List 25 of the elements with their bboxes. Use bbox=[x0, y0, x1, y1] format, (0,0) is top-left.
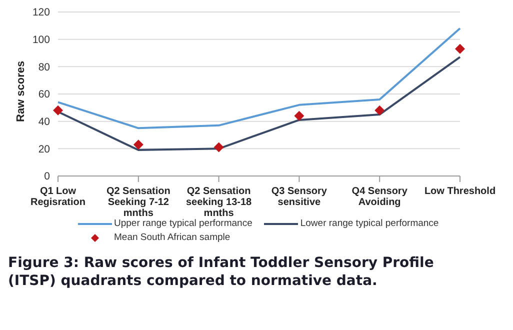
y-tick-label: 80 bbox=[38, 61, 50, 74]
y-tick-label: 40 bbox=[38, 116, 50, 128]
x-tick-label: Q2 Sensation Seeking 7-12 mnths bbox=[106, 186, 170, 219]
x-tick-label: Q3 Sensory sensitive bbox=[271, 186, 328, 208]
x-tick-label: Q4 Sensory Avoiding bbox=[352, 186, 408, 208]
text: Figure 3: Raw scores of Infant Toddler Sensory Profile (ITSP) quadrants compared to normative data. bbox=[8, 254, 435, 290]
x-tick-label: Q2 Sensation seeking 13-18 mnths bbox=[186, 186, 252, 219]
line-series bbox=[57, 27, 461, 130]
y-tick-label: 120 bbox=[32, 6, 50, 19]
legend-label: Upper range typical performance bbox=[114, 218, 252, 229]
x-tick-label: Q1 Low Regisration bbox=[30, 186, 86, 208]
y-tick-label: 60 bbox=[38, 88, 50, 101]
legend-label: Mean South African sample bbox=[114, 232, 230, 243]
point bbox=[214, 142, 224, 152]
point bbox=[133, 140, 144, 150]
y-axis-title: Raw scores bbox=[14, 60, 27, 122]
point bbox=[455, 44, 465, 54]
y-tick-label: 20 bbox=[38, 143, 50, 156]
legend-label: Lower range typical performance bbox=[300, 218, 439, 229]
point bbox=[294, 110, 304, 121]
point bbox=[374, 105, 385, 116]
point bbox=[53, 105, 63, 116]
y-tick-label: 100 bbox=[32, 34, 50, 46]
x-tick-label: Low Threshold bbox=[424, 186, 496, 197]
y-tick-label: 0 bbox=[44, 170, 50, 183]
